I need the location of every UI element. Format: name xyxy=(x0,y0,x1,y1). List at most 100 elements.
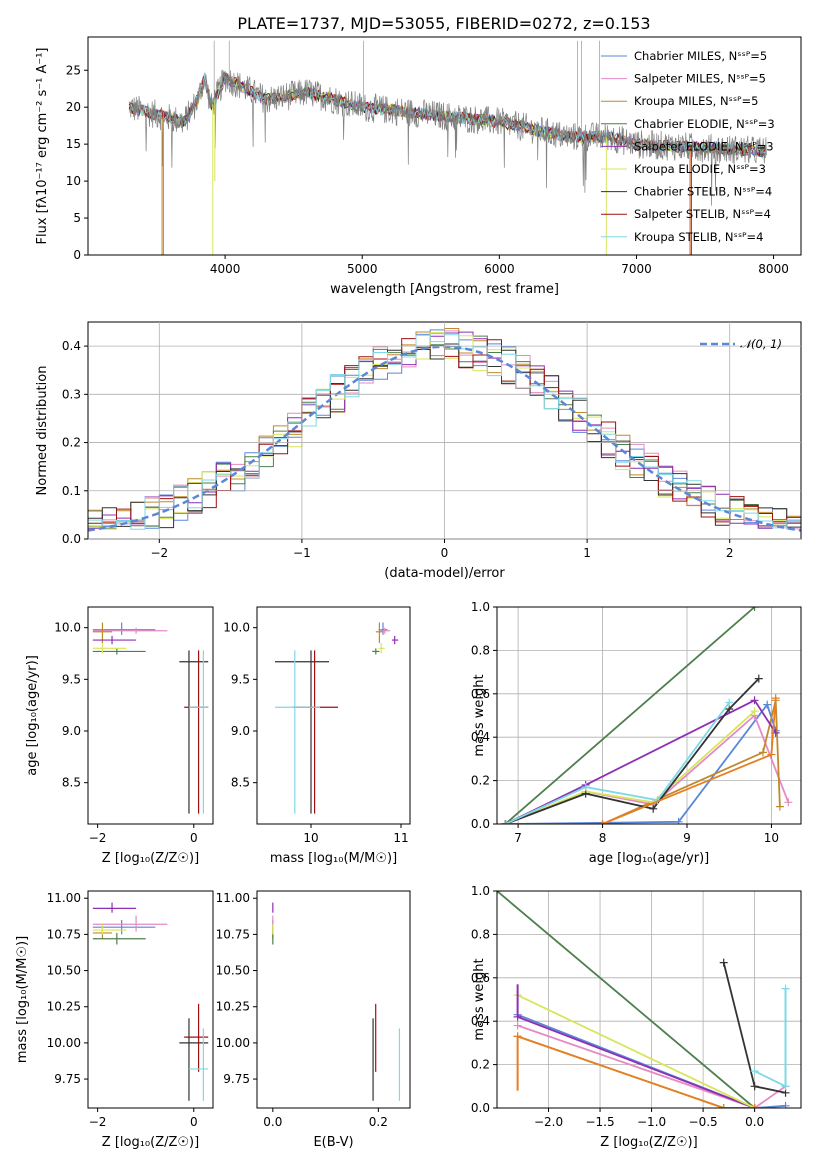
y-tick-label: 1.0 xyxy=(471,600,490,614)
y-axis-label: mass [log₁₀(M/M☉)] xyxy=(15,936,30,1063)
y-tick-label: 5 xyxy=(73,211,81,225)
x-tick-label: −2 xyxy=(150,546,168,560)
y-tick-label: 0 xyxy=(73,248,81,262)
y-tick-label: 9.75 xyxy=(223,1072,250,1086)
y-tick-label: 10.75 xyxy=(47,927,81,941)
x-tick-label: −1 xyxy=(293,546,311,560)
x-tick-label: −2 xyxy=(89,831,107,845)
plot-area xyxy=(275,622,399,814)
y-tick-label: 0.6 xyxy=(471,687,490,701)
axes-frame xyxy=(87,890,214,1109)
legend-entry: Chabrier ELODIE, Nˢˢᴾ=3 xyxy=(634,117,775,131)
x-axis-label: wavelength [Angstrom, rest frame] xyxy=(330,282,559,297)
x-tick-label: 0.0 xyxy=(745,1115,764,1129)
y-tick-label: 10.50 xyxy=(216,964,250,978)
mass-weight-line xyxy=(517,1013,786,1108)
x-tick-label: 7 xyxy=(514,831,522,845)
x-tick-label: 2 xyxy=(726,546,734,560)
x-tick-label: 10 xyxy=(764,831,779,845)
y-tick-label: 9.0 xyxy=(231,724,250,738)
plot-area xyxy=(92,902,209,1101)
chart-title: PLATE=1737, MJD=53055, FIBERID=0272, z=0… xyxy=(237,14,650,33)
y-tick-label: 10.25 xyxy=(216,1000,250,1014)
mass-weight-line xyxy=(505,698,777,824)
mass-weight-marker xyxy=(725,698,734,707)
x-tick-label: 11 xyxy=(393,831,408,845)
legend-entry: Salpeter MILES, Nˢˢᴾ=5 xyxy=(634,72,766,86)
axes-frame xyxy=(256,890,411,1109)
y-tick-label: 0.6 xyxy=(471,971,490,985)
y-tick-label: 1.0 xyxy=(471,884,490,898)
y-tick-label: 9.5 xyxy=(231,672,250,686)
mass-weight-marker xyxy=(598,820,607,824)
x-tick-label: 8000 xyxy=(758,262,789,276)
axes-frame xyxy=(496,890,802,1109)
plot-area xyxy=(497,891,790,1108)
y-tick-label: 0.0 xyxy=(471,1101,490,1115)
mass-weight-line xyxy=(505,677,760,824)
y-tick-label: 0.0 xyxy=(471,817,490,831)
legend-entry: Kroupa STELIB, Nˢˢᴾ=4 xyxy=(634,230,763,244)
mass-weight-marker xyxy=(781,1101,790,1108)
axes-frame xyxy=(87,36,802,256)
x-tick-label: 10 xyxy=(303,831,318,845)
y-tick-label: 10.0 xyxy=(54,621,81,635)
x-tick-label: 5000 xyxy=(347,262,378,276)
x-tick-label: 0.0 xyxy=(263,1115,282,1129)
x-tick-label: 1 xyxy=(583,546,591,560)
y-tick-label: 0.3 xyxy=(62,387,81,401)
x-tick-label: 0 xyxy=(441,546,449,560)
x-tick-label: −0.5 xyxy=(689,1115,718,1129)
x-tick-label: 6000 xyxy=(484,262,515,276)
legend-entry: Chabrier STELIB, Nˢˢᴾ=4 xyxy=(634,185,772,199)
observed-spectrum-line xyxy=(128,69,767,206)
x-tick-label: 7000 xyxy=(621,262,652,276)
x-axis-label: Z [log₁₀(Z/Z☉)] xyxy=(600,1135,697,1150)
legend-entry: Salpeter STELIB, Nˢˢᴾ=4 xyxy=(634,207,771,221)
mass-weight-marker xyxy=(767,750,776,759)
y-tick-label: 9.0 xyxy=(62,724,81,738)
y-tick-label: 0.2 xyxy=(471,774,490,788)
plot-area xyxy=(272,902,401,1101)
x-axis-label: Z [log₁₀(Z/Z☉)] xyxy=(102,1135,199,1150)
mass-weight-line xyxy=(517,1035,755,1108)
legend-entry: Salpeter ELODIE, Nˢˢᴾ=3 xyxy=(634,139,774,153)
y-tick-label: 0.8 xyxy=(471,927,490,941)
y-tick-label: 15 xyxy=(66,137,81,151)
x-tick-label: 9 xyxy=(683,831,691,845)
mass-weight-line xyxy=(517,1035,755,1108)
mass-weight-marker xyxy=(649,804,658,813)
y-tick-label: 0.1 xyxy=(62,484,81,498)
y-axis-label: mass weight xyxy=(472,958,487,1040)
y-axis-label: Flux [fλ10⁻¹⁷ erg cm⁻² s⁻¹ A⁻¹] xyxy=(35,48,50,245)
y-axis-label: age [log₁₀(age/yr)] xyxy=(25,655,40,776)
x-tick-label: 0.2 xyxy=(369,1115,388,1129)
mass-weight-marker xyxy=(750,1082,759,1091)
x-tick-label: −2 xyxy=(89,1115,107,1129)
x-tick-label: 0 xyxy=(190,831,198,845)
y-tick-label: 0.8 xyxy=(471,643,490,657)
mass-weight-line xyxy=(505,710,756,824)
mass-weight-marker xyxy=(771,694,780,703)
plot-area xyxy=(501,607,793,824)
y-tick-label: 11.00 xyxy=(216,891,250,905)
mass-weight-marker xyxy=(674,817,683,824)
legend-entry: Kroupa ELODIE, Nˢˢᴾ=3 xyxy=(634,162,766,176)
y-tick-label: 0.4 xyxy=(471,730,490,744)
legend-entry: Chabrier MILES, Nˢˢᴾ=5 xyxy=(634,49,767,63)
y-tick-label: 0.2 xyxy=(62,436,81,450)
y-tick-label: 11.00 xyxy=(47,891,81,905)
mass-weight-marker xyxy=(750,1104,759,1108)
mass-weight-line xyxy=(517,994,755,1108)
y-tick-label: 8.5 xyxy=(231,776,250,790)
mass-weight-marker xyxy=(750,696,759,705)
x-axis-label: mass [log₁₀(M/M☉)] xyxy=(270,851,397,866)
y-tick-label: 9.75 xyxy=(54,1072,81,1086)
x-tick-label: 4000 xyxy=(210,262,241,276)
x-tick-label: −1.5 xyxy=(585,1115,614,1129)
axes-frame xyxy=(87,606,214,825)
mass-weight-line xyxy=(517,1024,787,1108)
y-tick-label: 10.0 xyxy=(223,621,250,635)
y-tick-label: 10 xyxy=(66,174,81,188)
